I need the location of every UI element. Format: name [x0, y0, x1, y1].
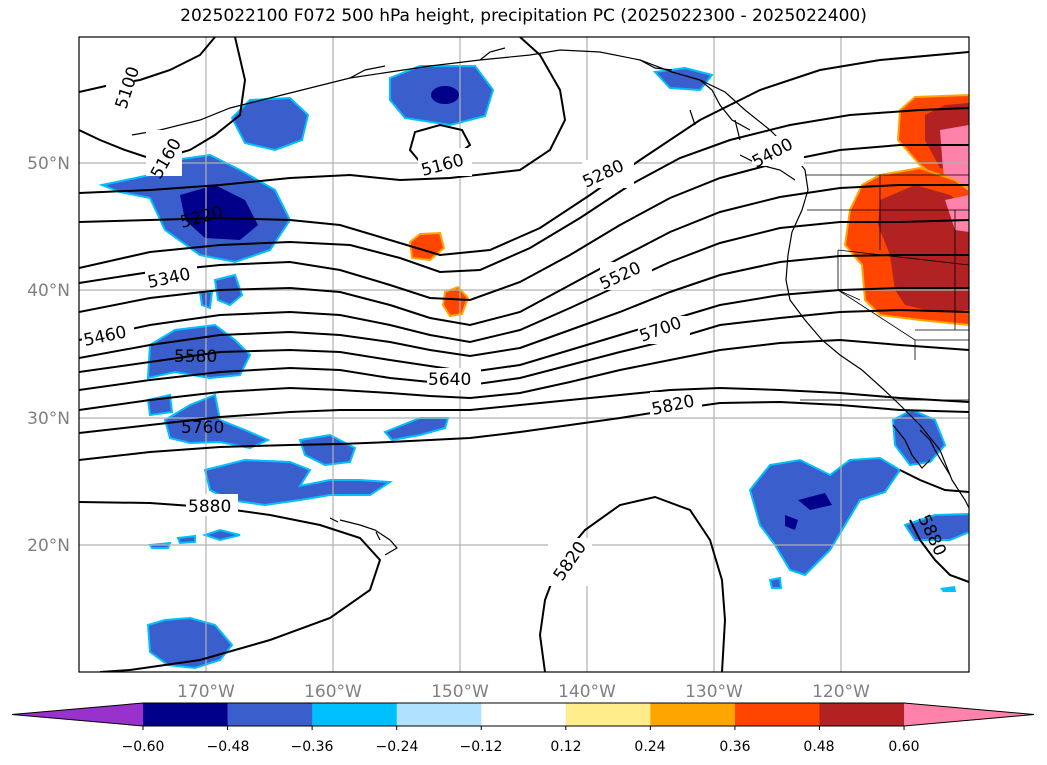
colorbar-tick-label: −0.36	[291, 739, 334, 755]
lon-label-140w: 140°W	[558, 682, 616, 702]
lat-label-20n: 20°N	[27, 536, 70, 556]
colorbar-tick-label: −0.48	[207, 739, 250, 755]
height-contour-labels: 5100 5160 5220 5340 5460 5580 5760 5880 …	[82, 62, 950, 586]
map-frame	[78, 36, 970, 673]
map-title: 2025022100 F072 500 hPa height, precipit…	[180, 6, 867, 26]
lon-label-120w: 120°W	[812, 682, 870, 702]
colorbar-extend-high	[904, 703, 1034, 726]
height-contours	[79, 37, 969, 672]
contour-label-5880: 5880	[188, 497, 231, 517]
colorbar-segment	[481, 703, 567, 726]
longitude-axis: 170°W 160°W 150°W 140°W 130°W 120°W	[177, 682, 870, 702]
colorbar-segment	[312, 703, 398, 726]
lon-label-150w: 150°W	[431, 682, 489, 702]
lon-label-130w: 130°W	[685, 682, 743, 702]
colorbar-segment	[565, 703, 651, 726]
colorbar	[11, 702, 1035, 730]
lat-label-30n: 30°N	[27, 409, 70, 429]
lat-label-40n: 40°N	[27, 281, 70, 301]
lon-label-170w: 170°W	[177, 682, 235, 702]
colorbar-tick-label: −0.12	[460, 739, 503, 755]
colorbar-tick-label: 0.60	[888, 739, 919, 755]
colorbar-extend-low	[12, 703, 143, 726]
map-panel: 5100 5160 5220 5340 5460 5580 5760 5880 …	[79, 37, 969, 672]
colorbar-segment	[734, 703, 821, 726]
lon-label-160w: 160°W	[304, 682, 362, 702]
latitude-axis: 50°N 40°N 30°N 20°N	[27, 154, 70, 556]
colorbar-segment	[650, 703, 736, 726]
colorbar-tick-label: −0.24	[376, 739, 419, 755]
colorbar-segment	[819, 703, 905, 726]
colorbar-tick-label: −0.60	[122, 739, 165, 755]
precip-negative-areas	[98, 65, 969, 670]
colorbar-segment	[227, 703, 313, 726]
contour-label-5640: 5640	[428, 370, 471, 390]
colorbar-tick-label: 0.36	[719, 739, 750, 755]
colorbar-tick-labels: −0.60 −0.48 −0.36 −0.24 −0.12 0.12 0.24 …	[122, 739, 920, 755]
contour-label-5580: 5580	[174, 347, 217, 367]
colorbar-segment	[396, 703, 482, 726]
colorbar-tick-label: 0.24	[634, 739, 665, 755]
lat-label-50n: 50°N	[27, 154, 70, 174]
colorbar-tick-label: 0.12	[550, 739, 581, 755]
contour-label-5760: 5760	[181, 418, 224, 438]
colorbar-tick-label: 0.48	[803, 739, 834, 755]
colorbar-segment	[143, 703, 229, 726]
